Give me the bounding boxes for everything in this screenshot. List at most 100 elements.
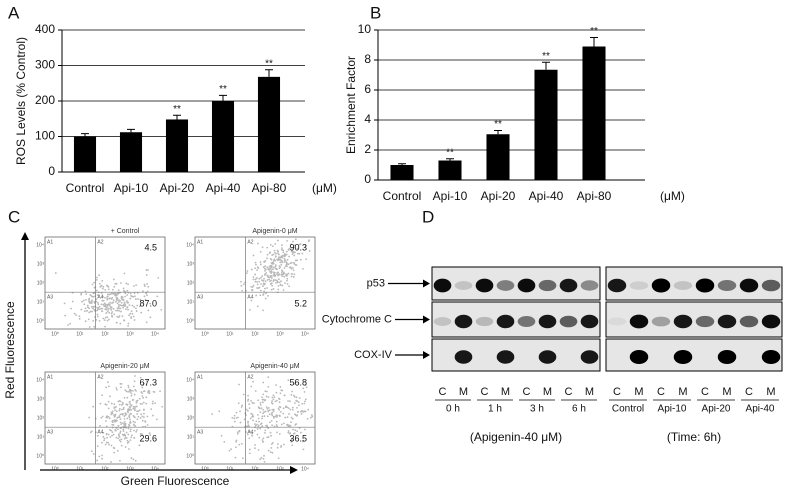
dot bbox=[282, 271, 285, 274]
x-unit: (μM) bbox=[660, 189, 685, 203]
dot bbox=[286, 250, 288, 253]
dot bbox=[289, 408, 292, 411]
plot-frame bbox=[194, 371, 316, 465]
row-label: p53 bbox=[367, 277, 385, 289]
annotation: ** bbox=[590, 26, 598, 37]
dot bbox=[146, 282, 148, 285]
dot bbox=[117, 299, 120, 301]
dot bbox=[127, 384, 130, 387]
dot bbox=[261, 275, 264, 278]
dot bbox=[259, 403, 262, 406]
y-tick-label: 400 bbox=[35, 22, 55, 36]
dot bbox=[264, 390, 267, 393]
dot bbox=[256, 413, 259, 416]
dot bbox=[247, 409, 249, 412]
dot bbox=[284, 254, 287, 257]
dot bbox=[128, 414, 131, 416]
dot bbox=[136, 413, 138, 415]
dot bbox=[236, 433, 239, 435]
dot bbox=[292, 246, 295, 249]
dot bbox=[141, 403, 144, 405]
dot bbox=[105, 433, 108, 436]
band bbox=[475, 316, 494, 327]
dot bbox=[280, 389, 283, 392]
quadrant-label: A4 bbox=[247, 295, 253, 301]
annotation: ** bbox=[494, 119, 502, 130]
dot bbox=[266, 266, 269, 269]
bar bbox=[534, 69, 558, 180]
dot bbox=[117, 424, 120, 427]
dot bbox=[128, 448, 130, 450]
dot bbox=[261, 417, 263, 420]
dot bbox=[275, 391, 278, 394]
dot bbox=[83, 310, 86, 313]
dot bbox=[290, 421, 292, 424]
dot bbox=[152, 414, 154, 417]
dot bbox=[98, 319, 101, 322]
dot bbox=[107, 308, 110, 311]
dot bbox=[136, 304, 139, 307]
dot bbox=[259, 263, 262, 266]
dot bbox=[290, 439, 293, 441]
dot bbox=[251, 435, 253, 437]
dot bbox=[138, 397, 141, 400]
dot bbox=[276, 443, 279, 445]
dot bbox=[258, 280, 261, 283]
dot bbox=[107, 415, 110, 418]
dot bbox=[261, 285, 264, 288]
dot bbox=[281, 260, 283, 262]
dot bbox=[123, 433, 126, 436]
dot bbox=[86, 309, 88, 312]
dot bbox=[237, 416, 239, 419]
dot bbox=[118, 303, 120, 306]
group-label: 6 h bbox=[572, 404, 586, 415]
arrow-head bbox=[423, 315, 430, 324]
dot bbox=[267, 410, 270, 413]
dot bbox=[134, 375, 136, 377]
dot bbox=[255, 420, 258, 423]
dot bbox=[92, 453, 95, 455]
dot bbox=[102, 299, 105, 302]
dot bbox=[114, 300, 117, 303]
dot bbox=[150, 408, 153, 411]
axis-tick-label: 10³ bbox=[187, 396, 195, 402]
band bbox=[739, 278, 759, 293]
dot bbox=[146, 424, 149, 426]
band bbox=[717, 314, 737, 329]
dot bbox=[132, 420, 135, 423]
dot bbox=[111, 420, 114, 423]
error-bar bbox=[127, 128, 135, 133]
dot bbox=[261, 401, 264, 404]
dot bbox=[112, 433, 115, 436]
dot bbox=[91, 310, 93, 313]
dot bbox=[80, 308, 83, 311]
dot bbox=[251, 432, 254, 435]
dot bbox=[290, 275, 293, 278]
dot bbox=[96, 294, 99, 296]
dot bbox=[106, 297, 109, 300]
dot bbox=[279, 283, 282, 286]
dot bbox=[160, 308, 163, 311]
dot bbox=[117, 307, 119, 310]
dot bbox=[277, 407, 280, 410]
dot bbox=[142, 384, 145, 387]
panel-letter: D bbox=[422, 207, 434, 226]
dot bbox=[102, 317, 105, 320]
dot bbox=[137, 298, 139, 300]
dot bbox=[139, 433, 142, 435]
dot bbox=[282, 273, 285, 276]
dot bbox=[279, 415, 281, 418]
dot bbox=[64, 314, 66, 317]
dot bbox=[135, 401, 138, 404]
dot bbox=[119, 440, 122, 443]
dot bbox=[119, 421, 122, 424]
dot bbox=[264, 297, 267, 300]
dot bbox=[259, 294, 262, 297]
dot bbox=[263, 461, 266, 463]
dot bbox=[88, 298, 90, 301]
dot bbox=[100, 303, 103, 306]
x-axis-label: Green Fluorescence bbox=[121, 474, 230, 488]
group-label: Api-10 bbox=[658, 404, 687, 415]
dot bbox=[73, 312, 76, 315]
dot bbox=[293, 402, 296, 404]
